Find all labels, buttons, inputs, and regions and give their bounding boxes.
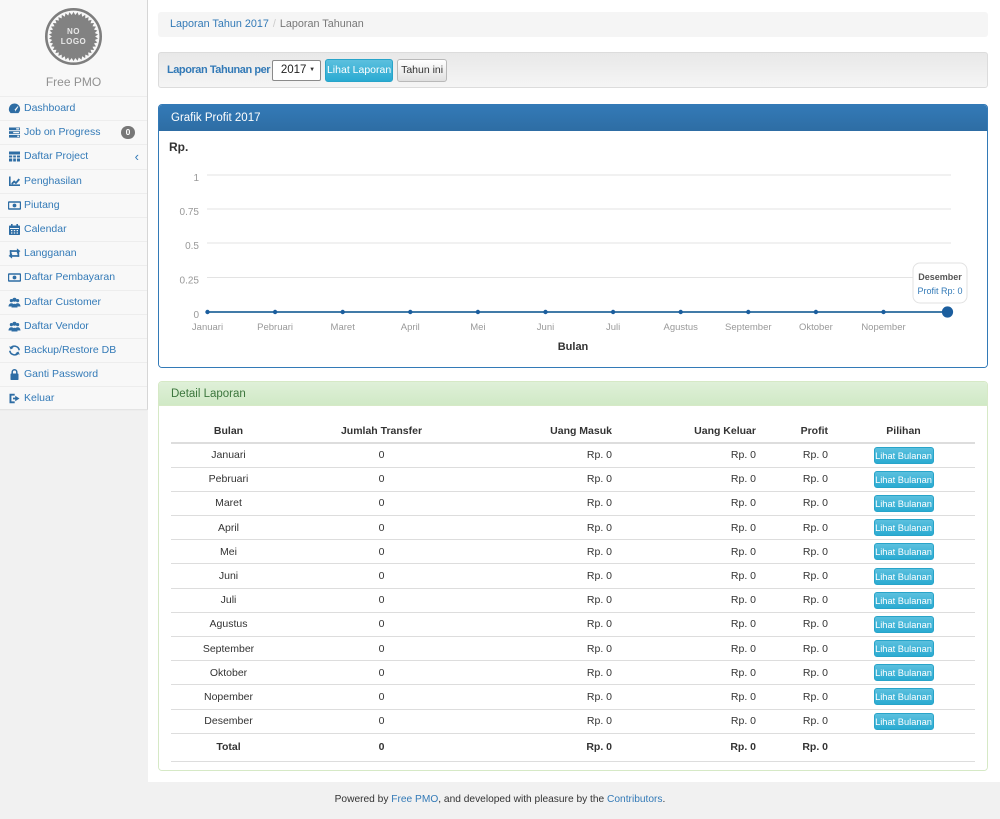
svg-text:Desember: Desember — [918, 272, 962, 282]
svg-text:Bulan: Bulan — [558, 341, 589, 353]
svg-text:Januari: Januari — [192, 322, 223, 333]
svg-text:Juli: Juli — [606, 322, 620, 333]
svg-text:Mei: Mei — [470, 322, 485, 333]
svg-text:Oktober: Oktober — [799, 322, 833, 333]
svg-text:0.5: 0.5 — [185, 241, 199, 252]
svg-text:0.25: 0.25 — [180, 276, 200, 287]
svg-text:April: April — [401, 322, 420, 333]
svg-text:Pebruari: Pebruari — [257, 322, 293, 333]
svg-text:0.75: 0.75 — [180, 207, 200, 218]
svg-text:Agustus: Agustus — [664, 322, 699, 333]
svg-text:1: 1 — [193, 173, 199, 184]
svg-text:Rp.: Rp. — [169, 140, 188, 154]
svg-text:Nopember: Nopember — [861, 322, 905, 333]
svg-text:Profit Rp: 0: Profit Rp: 0 — [917, 286, 962, 296]
svg-text:Juni: Juni — [537, 322, 554, 333]
svg-text:September: September — [725, 322, 771, 333]
svg-text:LOGO: LOGO — [61, 37, 87, 46]
svg-text:Maret: Maret — [331, 322, 356, 333]
svg-text:0: 0 — [193, 310, 199, 321]
svg-text:NO: NO — [67, 27, 80, 36]
